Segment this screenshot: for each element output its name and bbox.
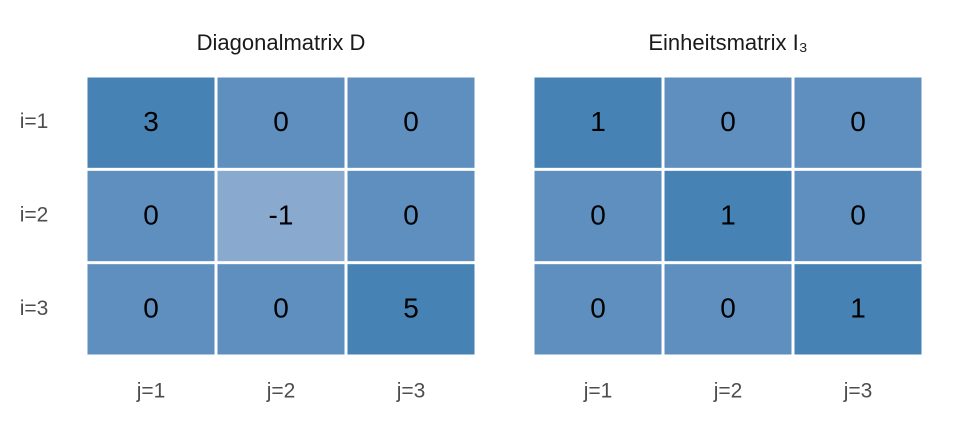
cell-label: 3 bbox=[143, 106, 159, 137]
cell bbox=[664, 77, 792, 168]
cell bbox=[347, 264, 475, 355]
y-tick-label: i=2 bbox=[20, 204, 49, 227]
x-tick-label: j=2 bbox=[266, 380, 296, 403]
cell bbox=[217, 77, 345, 168]
cell bbox=[87, 264, 215, 355]
panel-title: Einheitsmatrix I₃ bbox=[648, 30, 807, 55]
cell-label: 0 bbox=[273, 293, 289, 324]
panel-title: Diagonalmatrix D bbox=[197, 30, 366, 55]
cell-label: 0 bbox=[143, 293, 159, 324]
cell-label: 1 bbox=[720, 199, 736, 230]
cell-label: 0 bbox=[403, 199, 419, 230]
cell bbox=[347, 77, 475, 168]
cell-label: -1 bbox=[269, 199, 294, 230]
cell bbox=[87, 77, 215, 168]
cell-label: 1 bbox=[590, 106, 606, 137]
cell bbox=[794, 264, 922, 355]
cell bbox=[534, 264, 662, 355]
x-tick-label: j=3 bbox=[396, 380, 426, 403]
cell-label: 0 bbox=[720, 293, 736, 324]
x-tick-label: j=2 bbox=[713, 380, 743, 403]
y-tick-label: i=1 bbox=[20, 110, 49, 133]
cell bbox=[794, 170, 922, 262]
cell bbox=[534, 170, 662, 262]
cell bbox=[664, 170, 792, 262]
cell-label: 0 bbox=[273, 106, 289, 137]
y-tick-label: i=3 bbox=[20, 297, 49, 320]
cell-label: 5 bbox=[403, 293, 419, 324]
cell bbox=[217, 264, 345, 355]
cell-label: 0 bbox=[403, 106, 419, 137]
cell bbox=[664, 264, 792, 355]
cell-label: 0 bbox=[720, 106, 736, 137]
cell-label: 0 bbox=[850, 199, 866, 230]
x-tick-label: j=3 bbox=[843, 380, 873, 403]
x-tick-label: j=1 bbox=[583, 380, 613, 403]
x-tick-label: j=1 bbox=[136, 380, 166, 403]
cell bbox=[87, 170, 215, 262]
cell bbox=[794, 77, 922, 168]
cell-label: 1 bbox=[850, 293, 866, 324]
cell-label: 0 bbox=[590, 293, 606, 324]
cell bbox=[347, 170, 475, 262]
cell-label: 0 bbox=[143, 199, 159, 230]
cell bbox=[217, 170, 345, 262]
cell-label: 0 bbox=[590, 199, 606, 230]
cell bbox=[534, 77, 662, 168]
cell-label: 0 bbox=[850, 106, 866, 137]
